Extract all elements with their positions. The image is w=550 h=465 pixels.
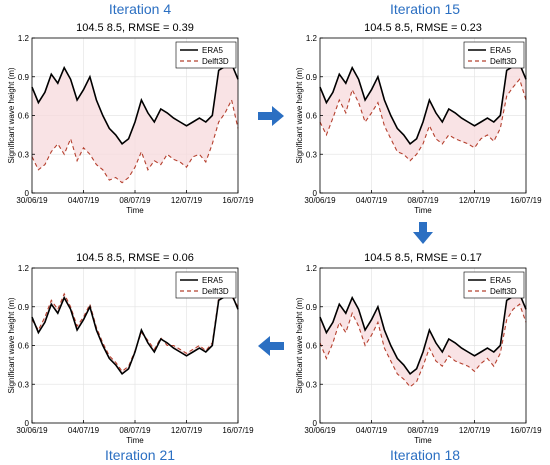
x-tick-label: 08/07/19	[119, 426, 151, 435]
series-line-era5	[319, 292, 527, 376]
legend-box	[175, 271, 237, 299]
y-tick-label: 0.6	[306, 112, 318, 121]
chart-panel-bottom-right: 104.5 8.5, RMSE = 0.17 0 0.3 0.6 0.9 1.2 30/06…	[295, 252, 542, 445]
x-tick-label: 30/06/19	[304, 196, 336, 205]
x-tick-label: 16/07/19	[510, 196, 542, 205]
legend-label-era5: ERA5	[490, 46, 511, 55]
x-axis-label: Time	[414, 206, 432, 215]
chart-title: 104.5 8.5, RMSE = 0.17	[364, 252, 482, 264]
arrow-down-icon	[413, 222, 433, 244]
x-tick-label: 04/07/19	[68, 426, 100, 435]
y-tick-label: 0.6	[18, 342, 30, 351]
legend-label-delft3d: Delft3D	[202, 287, 229, 296]
x-tick-label: 08/07/19	[407, 196, 439, 205]
y-tick-label: 1.2	[306, 264, 318, 273]
y-tick-label: 0.3	[306, 150, 318, 159]
y-tick-label: 0.9	[306, 303, 318, 312]
difference-band	[320, 63, 526, 161]
x-tick-label: 12/07/19	[171, 196, 203, 205]
y-tick-label: 0.3	[306, 380, 318, 389]
chart-panel-bottom-left: 104.5 8.5, RMSE = 0.06 0 0.3 0.6 0.9 1.2 30/06…	[7, 252, 254, 445]
x-tick-label: 30/06/19	[16, 426, 48, 435]
x-tick-label: 16/07/19	[222, 426, 254, 435]
y-tick-label: 0.3	[18, 380, 30, 389]
y-tick-label: 1.2	[18, 34, 30, 43]
y-tick-label: 0.9	[306, 73, 318, 82]
y-axis-label: Significant wave height (m)	[7, 67, 16, 163]
y-tick-label: 0.6	[18, 112, 30, 121]
x-tick-label: 04/07/19	[356, 426, 388, 435]
chart-panel-top-right: 104.5 8.5, RMSE = 0.23 0 0.3 0.6 0.9 1.2 30/06…	[295, 22, 542, 215]
legend-label-era5: ERA5	[490, 276, 511, 285]
x-axis-label: Time	[414, 436, 432, 445]
x-tick-label: 04/07/19	[356, 196, 388, 205]
legend-label-era5: ERA5	[202, 46, 223, 55]
y-axis-label: Significant wave height (m)	[7, 297, 16, 393]
legend-box	[463, 41, 525, 69]
y-tick-label: 0	[25, 189, 30, 198]
iteration-label-21: Iteration 21	[104, 447, 176, 463]
y-tick-label: 0.9	[18, 303, 30, 312]
series-line-delft3d	[319, 78, 527, 162]
series-line-delft3d	[319, 303, 527, 388]
x-tick-label: 08/07/19	[407, 426, 439, 435]
chart-title: 104.5 8.5, RMSE = 0.06	[76, 252, 194, 264]
y-tick-label: 0	[313, 419, 318, 428]
legend-box	[463, 271, 525, 299]
x-axis-label: Time	[126, 206, 144, 215]
x-tick-label: 16/07/19	[510, 426, 542, 435]
series-line-era5	[319, 62, 527, 146]
series-line-era5	[31, 62, 239, 146]
arrow-left-icon	[258, 336, 284, 356]
x-tick-label: 04/07/19	[68, 196, 100, 205]
series-line-delft3d	[31, 98, 239, 184]
x-tick-label: 30/06/19	[16, 196, 48, 205]
x-tick-label: 16/07/19	[222, 196, 254, 205]
iteration-label-4: Iteration 4	[108, 1, 172, 17]
chart-panel-top-left: 104.5 8.5, RMSE = 0.39 0 0.3 0.6 0.9 1.2 30/06…	[7, 22, 254, 215]
chart-title: 104.5 8.5, RMSE = 0.23	[364, 22, 482, 34]
iteration-label-15: Iteration 15	[389, 1, 461, 17]
x-axis-label: Time	[126, 436, 144, 445]
y-axis-label: Significant wave height (m)	[295, 297, 304, 393]
y-tick-label: 0.6	[306, 342, 318, 351]
legend-label-delft3d: Delft3D	[490, 57, 517, 66]
arrow-right-icon	[258, 106, 284, 126]
y-tick-label: 0.9	[18, 73, 30, 82]
y-tick-label: 0.3	[18, 150, 30, 159]
x-tick-label: 12/07/19	[459, 426, 491, 435]
x-tick-label: 12/07/19	[171, 426, 203, 435]
legend-label-era5: ERA5	[202, 276, 223, 285]
y-tick-label: 1.2	[18, 264, 30, 273]
iteration-label-18: Iteration 18	[389, 447, 461, 463]
x-tick-label: 12/07/19	[459, 196, 491, 205]
x-tick-label: 30/06/19	[304, 426, 336, 435]
y-tick-label: 1.2	[306, 34, 318, 43]
x-tick-label: 08/07/19	[119, 196, 151, 205]
chart-title: 104.5 8.5, RMSE = 0.39	[76, 22, 194, 34]
legend-label-delft3d: Delft3D	[490, 287, 517, 296]
legend-label-delft3d: Delft3D	[202, 57, 229, 66]
y-axis-label: Significant wave height (m)	[295, 67, 304, 163]
difference-band	[320, 293, 526, 387]
series-line-era5	[31, 292, 239, 376]
y-tick-label: 0	[25, 419, 30, 428]
y-tick-label: 0	[313, 189, 318, 198]
legend-box	[175, 41, 237, 69]
